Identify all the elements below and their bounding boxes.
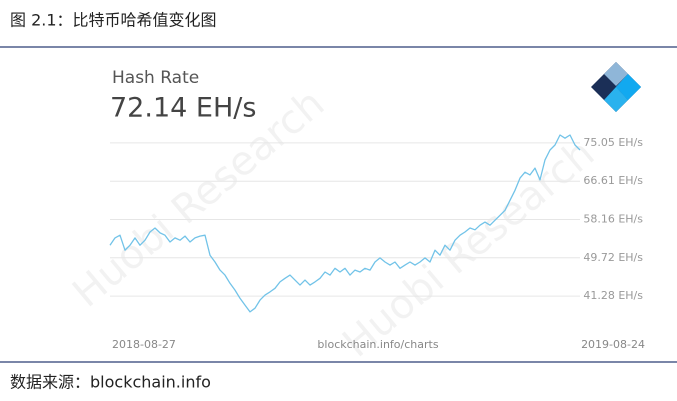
y-tick-label: 75.05 EH/s	[583, 136, 643, 149]
x-tick-label: 2019-08-24	[581, 338, 645, 351]
logo	[591, 62, 641, 112]
source: 数据来源：blockchain.info	[10, 373, 211, 392]
chart-subtitle: 72.14 EH/s	[110, 93, 256, 124]
y-tick-label: 58.16 EH/s	[583, 213, 643, 226]
chart-title: Hash Rate	[112, 68, 199, 88]
y-tick-label: 41.28 EH/s	[583, 289, 643, 302]
y-tick-label: 49.72 EH/s	[583, 251, 643, 264]
x-tick-label: 2018-08-27	[112, 338, 176, 351]
footer: blockchain.info/charts	[317, 338, 438, 351]
caption: 图 2.1：比特币哈希值变化图	[10, 11, 217, 30]
y-tick-label: 66.61 EH/s	[583, 174, 643, 187]
series-line	[109, 134, 581, 313]
